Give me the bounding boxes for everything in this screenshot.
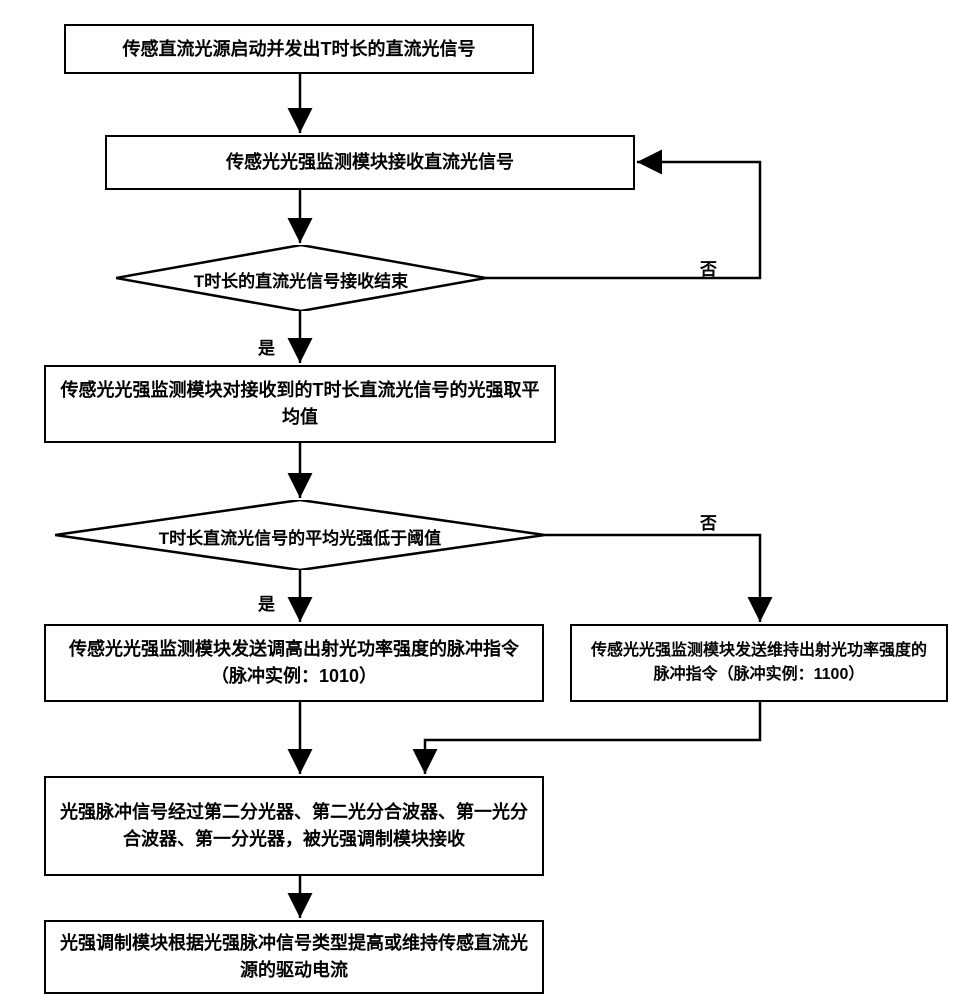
decision-receive-done: T时长的直流光信号接收结束 xyxy=(116,245,486,311)
label-d1-no: 否 xyxy=(700,255,717,280)
node-text: 光强脉冲信号经过第二分光器、第二光分合波器、第一光分合波器、第一分光器，被光强调… xyxy=(58,799,530,853)
node-text: 传感直流光源启动并发出T时长的直流光信号 xyxy=(123,36,476,63)
decision-below-threshold: T时长直流光信号的平均光强低于阈值 xyxy=(55,500,545,570)
label-d2-yes: 是 xyxy=(258,590,275,615)
node-adjust-current: 光强调制模块根据光强脉冲信号类型提高或维持传感直流光源的驱动电流 xyxy=(44,920,544,994)
node-text: 传感光光强监测模块发送维持出射光功率强度的脉冲指令（脉冲实例：1100） xyxy=(584,639,934,687)
label-d1-yes: 是 xyxy=(258,334,275,359)
node-pulse-maintain: 传感光光强监测模块发送维持出射光功率强度的脉冲指令（脉冲实例：1100） xyxy=(570,624,948,702)
node-start: 传感直流光源启动并发出T时长的直流光信号 xyxy=(64,24,534,74)
node-signal-path: 光强脉冲信号经过第二分光器、第二光分合波器、第一光分合波器、第一分光器，被光强调… xyxy=(44,776,544,876)
node-pulse-increase: 传感光光强监测模块发送调高出射光功率强度的脉冲指令（脉冲实例：1010） xyxy=(44,624,544,702)
node-text: 传感光光强监测模块对接收到的T时长直流光信号的光强取平均值 xyxy=(58,377,542,431)
node-receive: 传感光光强监测模块接收直流光信号 xyxy=(105,135,635,190)
node-average: 传感光光强监测模块对接收到的T时长直流光信号的光强取平均值 xyxy=(44,365,556,443)
node-text: 传感光光强监测模块接收直流光信号 xyxy=(226,149,514,176)
node-text: 传感光光强监测模块发送调高出射光功率强度的脉冲指令（脉冲实例：1010） xyxy=(58,636,530,690)
node-text: 光强调制模块根据光强脉冲信号类型提高或维持传感直流光源的驱动电流 xyxy=(58,930,530,984)
label-d2-no: 否 xyxy=(700,509,717,534)
